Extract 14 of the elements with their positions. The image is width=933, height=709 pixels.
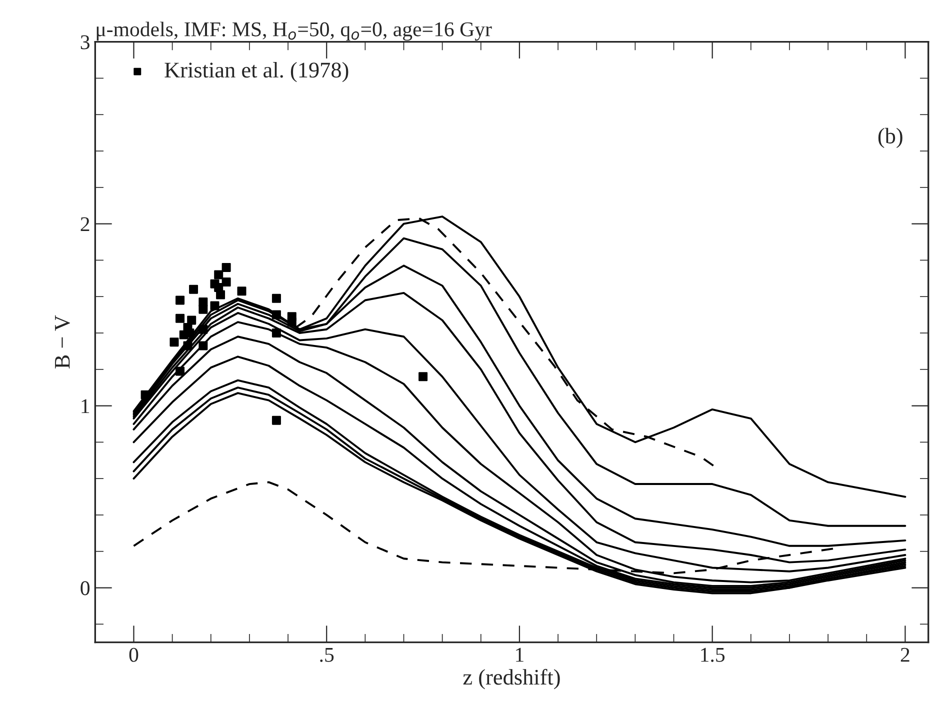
annotation: (b) <box>878 128 902 148</box>
x-tick-label: 2 <box>900 648 910 662</box>
legend-label: Kristian et al. (1978) <box>164 62 348 82</box>
y-tick-label: 2 <box>80 217 90 232</box>
x-tick-label: 0 <box>129 648 138 662</box>
y-axis-title: B − V <box>55 315 70 369</box>
x-tick-label: 1 <box>516 648 524 662</box>
y-tick-label: 0 <box>80 581 90 596</box>
x-axis-title: z (redshift) <box>463 668 560 690</box>
chart-title: μ-models, IMF: MS, H$_{o}$=50, q$_{o}$=0, age=16 Gyr <box>96 22 492 41</box>
x-tick-label: 1.5 <box>701 648 725 662</box>
x-tick-label: .5 <box>320 648 334 662</box>
y-tick-label: 3 <box>80 35 90 50</box>
y-tick-label: 1 <box>82 399 90 414</box>
